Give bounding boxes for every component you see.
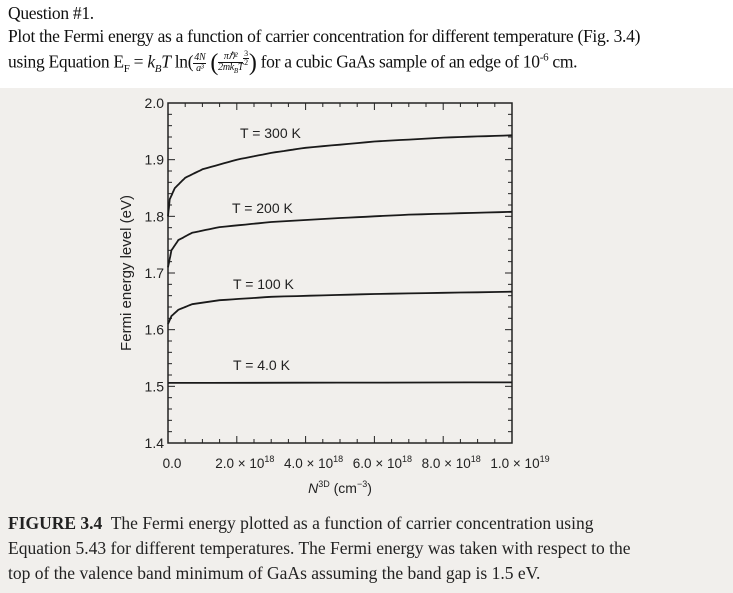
ln: ln( xyxy=(170,51,194,72)
y-tick-label: 1.8 xyxy=(145,208,165,224)
series-label: T = 4.0 K xyxy=(233,357,291,373)
x-tick-mantissa: 6.0 × 10 xyxy=(353,456,402,471)
x-label-n: N xyxy=(308,480,319,496)
question-line-1: Plot the Fermi energy as a function of c… xyxy=(8,26,641,46)
x-tick-label: 4.0 × 1018 xyxy=(284,454,343,471)
frac2-den-t: T xyxy=(237,61,244,73)
caption-line-2: Equation 5.43 for different temperatures… xyxy=(8,538,631,558)
x-axis-label: N3D (cm−3) xyxy=(308,479,372,496)
x-tick-exponent: 18 xyxy=(264,454,274,464)
x-tick-mantissa: 0.0 xyxy=(163,456,182,471)
x-tick-label: 6.0 × 1018 xyxy=(353,454,412,471)
x-tick-exponent: 18 xyxy=(471,454,481,464)
x-tick-mantissa: 8.0 × 10 xyxy=(422,456,471,471)
paren-open: ( xyxy=(210,50,219,76)
x-tick-mantissa: 1.0 × 10 xyxy=(490,456,539,471)
fraction-2: πℏ² 2mkBT xyxy=(218,51,244,76)
kb: k xyxy=(147,51,155,72)
x-label-unit: (cm xyxy=(330,480,357,496)
series-line-4 xyxy=(168,381,512,384)
exp-den: 2 xyxy=(244,58,248,67)
frac2-den-main: 2mk xyxy=(218,61,234,73)
fraction-1: 4N a³ xyxy=(193,52,207,74)
x-tick-label: 1.0 × 1019 xyxy=(490,454,549,471)
equals: = xyxy=(129,51,148,72)
y-tick-label: 2.0 xyxy=(145,95,165,111)
x-tick-label: 8.0 × 1018 xyxy=(422,454,481,471)
x-tick-exponent: 18 xyxy=(402,454,412,464)
series-label: T = 100 K xyxy=(233,276,295,292)
x-tick-label: 2.0 × 1018 xyxy=(215,454,274,471)
y-tick-label: 1.4 xyxy=(145,435,165,451)
frac2-den: 2mkBT xyxy=(218,61,244,76)
series-line-2 xyxy=(167,210,513,268)
paren-close: ) xyxy=(248,50,257,76)
t: T xyxy=(161,51,171,72)
caption-text-1: The Fermi energy plotted as a function o… xyxy=(102,513,594,533)
series-line-1 xyxy=(167,134,513,217)
series-line-3 xyxy=(167,290,513,325)
x-tick-label: 0.0 xyxy=(163,456,182,471)
equation-suffix: for a cubic GaAs sample of an edge of 10 xyxy=(256,51,540,72)
frac2-num: πℏ² xyxy=(218,51,244,63)
question-line-2: using Equation EF = kBT ln(4N a³ (πℏ² 2mkB… xyxy=(8,50,578,77)
frac2-den-sub: B xyxy=(233,66,238,75)
question-title: Question #1. xyxy=(8,3,94,23)
equation-end: cm. xyxy=(548,51,578,72)
y-tick-label: 1.7 xyxy=(145,265,165,281)
caption-label: FIGURE 3.4 xyxy=(8,513,103,533)
y-tick-label: 1.9 xyxy=(145,152,165,168)
x-label-close: ) xyxy=(367,480,372,496)
edge-exponent: -6 xyxy=(539,51,549,64)
series-label: T = 200 K xyxy=(232,200,294,216)
kb-sub: B xyxy=(154,63,162,76)
x-label-unit-sup: −3 xyxy=(357,479,367,489)
plot-frame xyxy=(167,102,513,444)
series-label: T = 300 K xyxy=(240,125,302,141)
exp-num: 3 xyxy=(243,49,249,59)
equation-prefix: using Equation E xyxy=(8,51,124,72)
y-tick-label: 1.5 xyxy=(145,378,165,394)
x-tick-mantissa: 4.0 × 10 xyxy=(284,456,333,471)
y-axis-label: Fermi energy level (eV) xyxy=(118,195,135,351)
caption-line-1: FIGURE 3.4 The Fermi energy plotted as a… xyxy=(8,513,593,534)
x-tick-exponent: 19 xyxy=(540,454,550,464)
x-tick-exponent: 18 xyxy=(333,454,343,464)
equation-ef-sub: F xyxy=(123,63,130,76)
scanned-page xyxy=(0,88,733,593)
caption-line-3: top of the valence band minimum of GaAs … xyxy=(8,563,541,583)
frac1-num: 4N xyxy=(193,52,207,64)
x-label-sup: 3D xyxy=(318,479,330,489)
y-tick-label: 1.6 xyxy=(145,322,165,338)
x-tick-mantissa: 2.0 × 10 xyxy=(215,456,264,471)
frac1-den: a³ xyxy=(196,63,204,74)
